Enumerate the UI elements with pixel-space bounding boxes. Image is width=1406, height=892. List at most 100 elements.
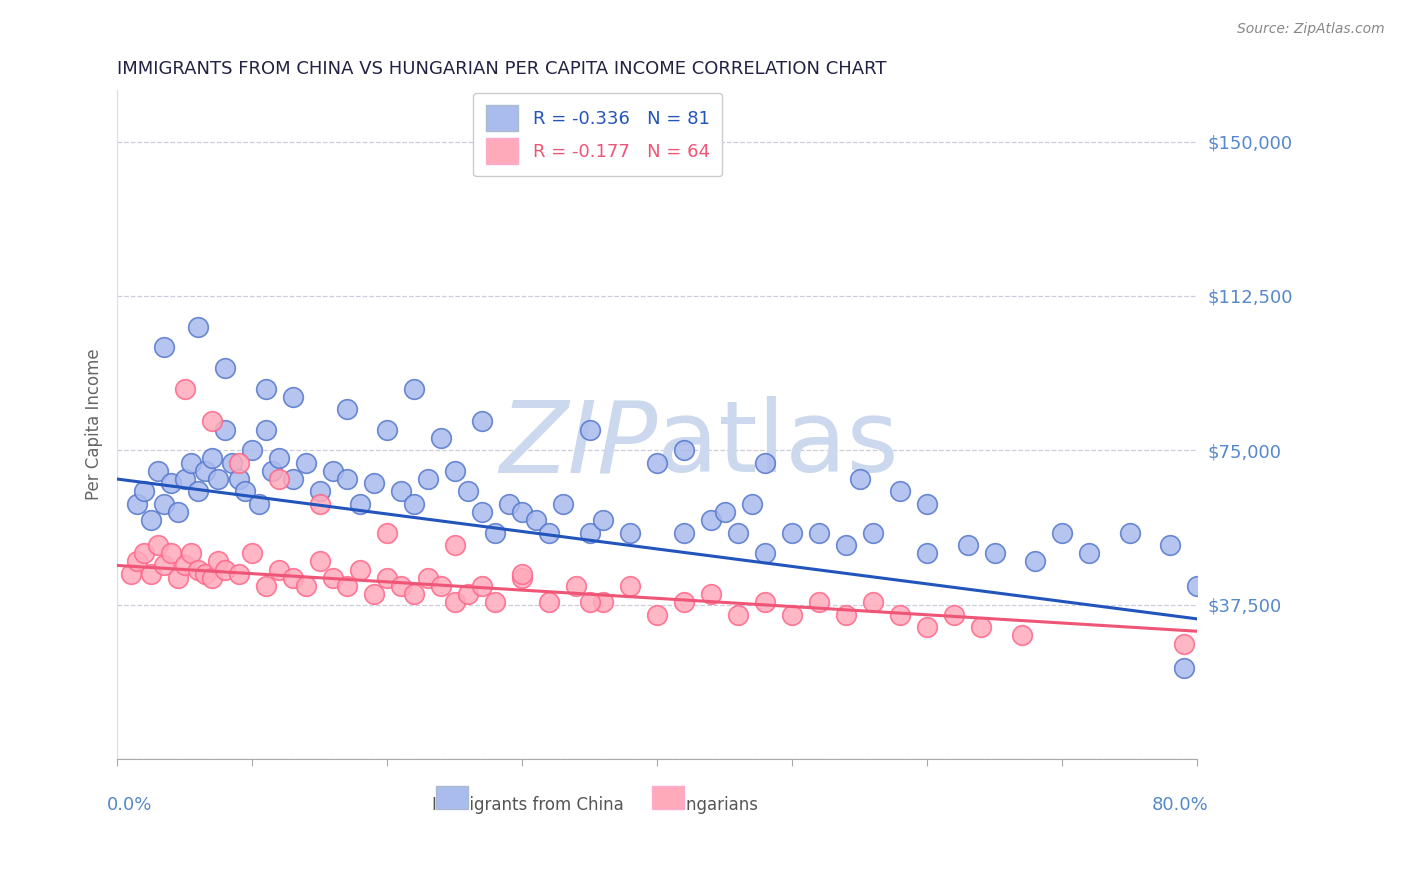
Point	[917, 620, 939, 634]
Point	[592, 595, 614, 609]
Point	[619, 525, 641, 540]
Point	[269, 472, 291, 486]
Point	[308, 554, 330, 568]
Point	[295, 456, 318, 470]
Point	[484, 595, 506, 609]
Point	[700, 513, 723, 527]
Point	[187, 319, 209, 334]
Legend: R = -0.336   N = 81, R = -0.177   N = 64: R = -0.336 N = 81, R = -0.177 N = 64	[474, 93, 723, 177]
Point	[443, 595, 465, 609]
Point	[457, 484, 479, 499]
Point	[221, 456, 243, 470]
Point	[247, 497, 270, 511]
Point	[254, 423, 277, 437]
Point	[1187, 579, 1209, 593]
Point	[551, 497, 574, 511]
Point	[281, 571, 304, 585]
Point	[1052, 525, 1074, 540]
Point	[538, 595, 561, 609]
Y-axis label: Per Capita Income: Per Capita Income	[86, 349, 103, 500]
Point	[173, 382, 195, 396]
Point	[375, 423, 398, 437]
Point	[862, 525, 884, 540]
Point	[754, 546, 776, 560]
Point	[146, 464, 169, 478]
Point	[578, 595, 600, 609]
Point	[214, 423, 236, 437]
Point	[363, 476, 385, 491]
Point	[308, 497, 330, 511]
Point	[943, 607, 966, 622]
Point	[645, 607, 668, 622]
Point	[120, 566, 142, 581]
Text: ZIP: ZIP	[499, 396, 657, 493]
Point	[139, 566, 162, 581]
Point	[127, 497, 149, 511]
Point	[862, 595, 884, 609]
Point	[471, 579, 494, 593]
Text: Immigrants from China: Immigrants from China	[432, 796, 623, 814]
Point	[214, 563, 236, 577]
Point	[180, 546, 202, 560]
Point	[430, 579, 453, 593]
Point	[917, 546, 939, 560]
Point	[673, 443, 696, 458]
Point	[1159, 538, 1181, 552]
Text: IMMIGRANTS FROM CHINA VS HUNGARIAN PER CAPITA INCOME CORRELATION CHART: IMMIGRANTS FROM CHINA VS HUNGARIAN PER C…	[117, 60, 887, 78]
Point	[153, 340, 176, 354]
Point	[153, 558, 176, 573]
Point	[201, 571, 224, 585]
Point	[619, 579, 641, 593]
Point	[471, 505, 494, 519]
FancyBboxPatch shape	[436, 786, 468, 809]
Point	[443, 538, 465, 552]
Point	[281, 390, 304, 404]
Point	[645, 456, 668, 470]
Point	[228, 472, 250, 486]
Point	[565, 579, 588, 593]
Point	[194, 464, 217, 478]
Point	[336, 472, 359, 486]
Point	[389, 579, 412, 593]
Point	[173, 472, 195, 486]
Point	[1173, 661, 1195, 675]
FancyBboxPatch shape	[652, 786, 685, 809]
Point	[808, 595, 831, 609]
Point	[510, 571, 533, 585]
Point	[673, 595, 696, 609]
Point	[201, 451, 224, 466]
Point	[389, 484, 412, 499]
Text: atlas: atlas	[657, 396, 898, 493]
Point	[700, 587, 723, 601]
Point	[127, 554, 149, 568]
Point	[269, 563, 291, 577]
Point	[349, 497, 371, 511]
Point	[889, 607, 911, 622]
Point	[404, 587, 426, 601]
Point	[308, 484, 330, 499]
Point	[146, 538, 169, 552]
Point	[1078, 546, 1101, 560]
Point	[240, 546, 263, 560]
Point	[510, 566, 533, 581]
Point	[727, 607, 749, 622]
Point	[498, 497, 520, 511]
Point	[713, 505, 735, 519]
Point	[375, 571, 398, 585]
Point	[187, 563, 209, 577]
Point	[592, 513, 614, 527]
Point	[416, 472, 439, 486]
Point	[134, 546, 156, 560]
Point	[160, 546, 183, 560]
Point	[956, 538, 979, 552]
Point	[167, 505, 190, 519]
Point	[984, 546, 1007, 560]
Point	[336, 579, 359, 593]
Point	[322, 464, 344, 478]
Point	[153, 497, 176, 511]
Point	[254, 382, 277, 396]
Point	[808, 525, 831, 540]
Point	[254, 579, 277, 593]
Point	[578, 423, 600, 437]
Point	[849, 472, 872, 486]
